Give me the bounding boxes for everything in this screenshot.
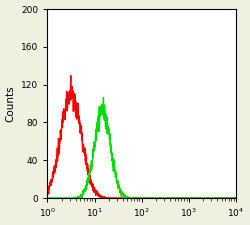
Y-axis label: Counts: Counts [6, 85, 16, 122]
